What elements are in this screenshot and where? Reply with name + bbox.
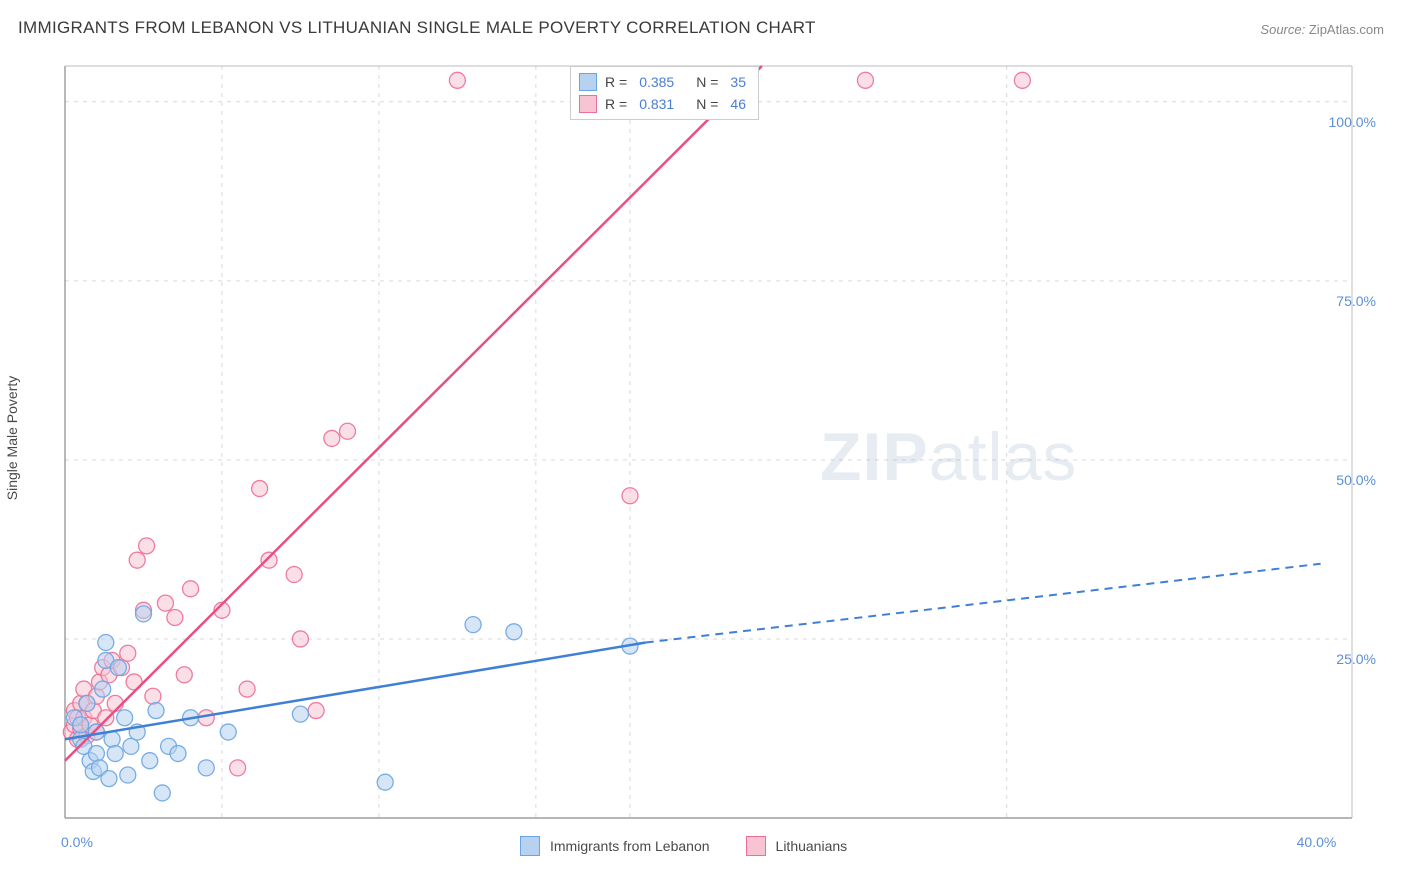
legend-series-label: Lithuanians <box>776 838 848 854</box>
chart-container: IMMIGRANTS FROM LEBANON VS LITHUANIAN SI… <box>0 0 1406 892</box>
legend-r-label: R = <box>605 74 627 90</box>
legend-n-value: 35 <box>730 74 746 90</box>
legend-stats-row: R = 0.385 N = 35 <box>579 71 750 93</box>
plot-area: ZIPatlas R =0.385N =35R =0.831N =46 Immi… <box>50 58 1380 858</box>
source-value: ZipAtlas.com <box>1309 22 1384 37</box>
x-tick-label: 40.0% <box>1297 834 1337 850</box>
scatter-plot-svg <box>50 58 1380 858</box>
source-credit: Source: ZipAtlas.com <box>1260 22 1384 37</box>
chart-title: IMMIGRANTS FROM LEBANON VS LITHUANIAN SI… <box>18 18 816 38</box>
legend-r-value: 0.831 <box>639 96 674 112</box>
legend-swatch <box>520 836 540 856</box>
y-tick-label: 100.0% <box>1329 114 1376 130</box>
legend-r-label: R = <box>605 96 627 112</box>
legend-swatch <box>579 73 597 91</box>
y-axis-label: Single Male Poverty <box>4 376 20 501</box>
legend-series-label: Immigrants from Lebanon <box>550 838 710 854</box>
x-tick-label: 0.0% <box>61 834 93 850</box>
legend-n-label: N = <box>696 96 718 112</box>
legend-swatch <box>579 95 597 113</box>
legend-r-value: 0.385 <box>639 74 674 90</box>
legend-series: Immigrants from Lebanon Lithuanians <box>520 836 873 856</box>
y-tick-label: 75.0% <box>1336 293 1376 309</box>
y-tick-label: 50.0% <box>1336 472 1376 488</box>
legend-n-label: N = <box>696 74 718 90</box>
legend-n-value: 46 <box>730 96 746 112</box>
y-tick-label: 25.0% <box>1336 651 1376 667</box>
legend-stats-box: R = 0.385 N = 35 R = 0.831 N = 46 <box>570 66 759 120</box>
source-label: Source: <box>1260 22 1305 37</box>
legend-swatch <box>746 836 766 856</box>
legend-stats-row: R = 0.831 N = 46 <box>579 93 750 115</box>
